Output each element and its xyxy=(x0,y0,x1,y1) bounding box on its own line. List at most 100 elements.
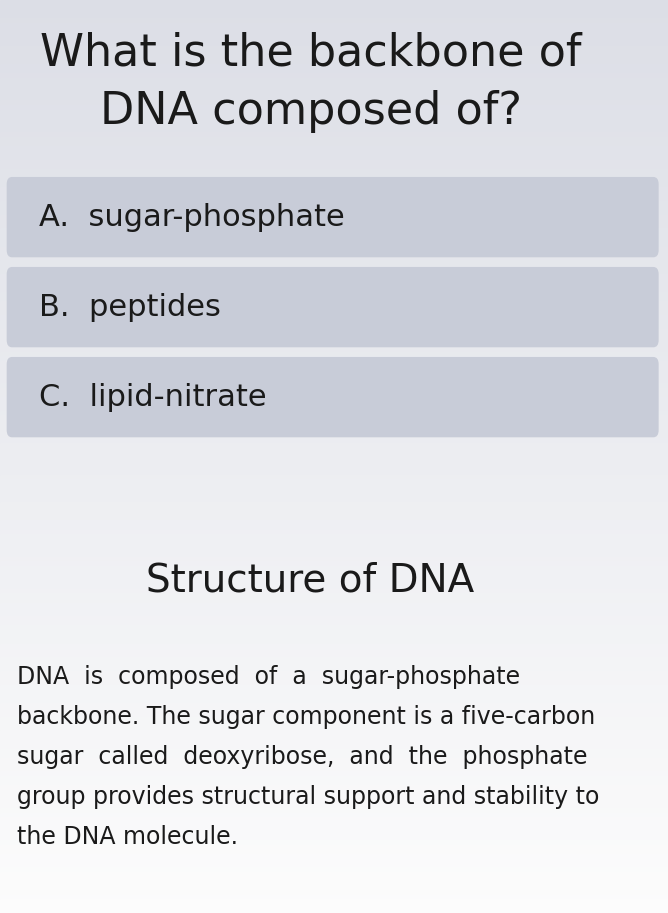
Bar xyxy=(0,32,668,37)
Bar xyxy=(0,183,668,187)
Bar xyxy=(0,356,668,361)
Bar xyxy=(0,689,668,694)
Bar xyxy=(0,698,668,703)
Bar xyxy=(0,233,668,237)
Bar xyxy=(0,402,668,406)
Bar xyxy=(0,630,668,635)
Bar xyxy=(0,110,668,114)
Bar xyxy=(0,666,668,671)
Bar xyxy=(0,826,668,831)
Bar xyxy=(0,18,668,23)
Bar xyxy=(0,196,668,201)
Bar xyxy=(0,461,668,466)
Bar xyxy=(0,429,668,434)
Bar xyxy=(0,256,668,260)
Bar xyxy=(0,114,668,119)
Bar xyxy=(0,224,668,228)
Bar xyxy=(0,251,668,256)
Bar xyxy=(0,584,668,589)
Bar xyxy=(0,137,668,142)
Bar xyxy=(0,342,668,347)
Bar xyxy=(0,151,668,155)
Bar xyxy=(0,288,668,292)
Bar xyxy=(0,87,668,91)
Bar xyxy=(0,105,668,110)
Bar xyxy=(0,635,668,639)
Bar xyxy=(0,502,668,507)
Bar xyxy=(0,393,668,397)
Bar xyxy=(0,278,668,283)
Bar xyxy=(0,415,668,420)
Bar xyxy=(0,178,668,183)
Bar xyxy=(0,383,668,388)
Bar xyxy=(0,708,668,712)
Bar xyxy=(0,758,668,762)
Bar xyxy=(0,726,668,730)
Bar xyxy=(0,566,668,571)
Bar xyxy=(0,530,668,534)
Bar xyxy=(0,520,668,525)
Bar xyxy=(0,411,668,415)
Bar xyxy=(0,100,668,105)
Bar xyxy=(0,91,668,96)
Bar xyxy=(0,5,668,9)
Bar xyxy=(0,297,668,301)
Bar xyxy=(0,876,668,881)
Bar xyxy=(0,625,668,630)
Bar xyxy=(0,119,668,123)
Bar xyxy=(0,434,668,438)
Text: What is the backbone of: What is the backbone of xyxy=(40,31,581,75)
Bar xyxy=(0,662,668,666)
Bar xyxy=(0,269,668,274)
Bar xyxy=(0,352,668,356)
Bar xyxy=(0,571,668,575)
Bar xyxy=(0,703,668,708)
Bar xyxy=(0,64,668,68)
Bar xyxy=(0,292,668,297)
Bar xyxy=(0,388,668,393)
Bar xyxy=(0,73,668,78)
Bar xyxy=(0,27,668,32)
Bar xyxy=(0,790,668,794)
Bar xyxy=(0,904,668,908)
Text: group provides structural support and stability to: group provides structural support and st… xyxy=(17,785,599,809)
Bar xyxy=(0,598,668,603)
Bar xyxy=(0,653,668,657)
Bar xyxy=(0,187,668,192)
Bar xyxy=(0,192,668,196)
Bar xyxy=(0,831,668,835)
Bar xyxy=(0,881,668,886)
Bar xyxy=(0,265,668,269)
Bar xyxy=(0,593,668,598)
Bar xyxy=(0,50,668,55)
Bar xyxy=(0,872,668,876)
Text: Structure of DNA: Structure of DNA xyxy=(146,561,475,599)
Bar xyxy=(0,456,668,461)
Bar xyxy=(0,96,668,100)
Bar xyxy=(0,484,668,488)
Bar xyxy=(0,146,668,151)
Bar xyxy=(0,525,668,530)
Bar xyxy=(0,9,668,14)
FancyBboxPatch shape xyxy=(7,357,659,437)
Bar xyxy=(0,374,668,379)
Bar xyxy=(0,301,668,306)
Bar xyxy=(0,511,668,516)
Bar xyxy=(0,813,668,817)
Bar xyxy=(0,644,668,648)
Bar xyxy=(0,169,668,173)
Bar xyxy=(0,840,668,845)
Bar xyxy=(0,155,668,160)
Bar xyxy=(0,438,668,443)
Bar xyxy=(0,799,668,803)
Bar xyxy=(0,612,668,616)
Bar xyxy=(0,0,668,5)
Bar xyxy=(0,164,668,169)
Bar xyxy=(0,781,668,785)
Bar xyxy=(0,324,668,329)
Bar xyxy=(0,347,668,352)
Bar xyxy=(0,657,668,662)
Bar xyxy=(0,320,668,324)
Bar xyxy=(0,219,668,224)
Bar xyxy=(0,470,668,475)
